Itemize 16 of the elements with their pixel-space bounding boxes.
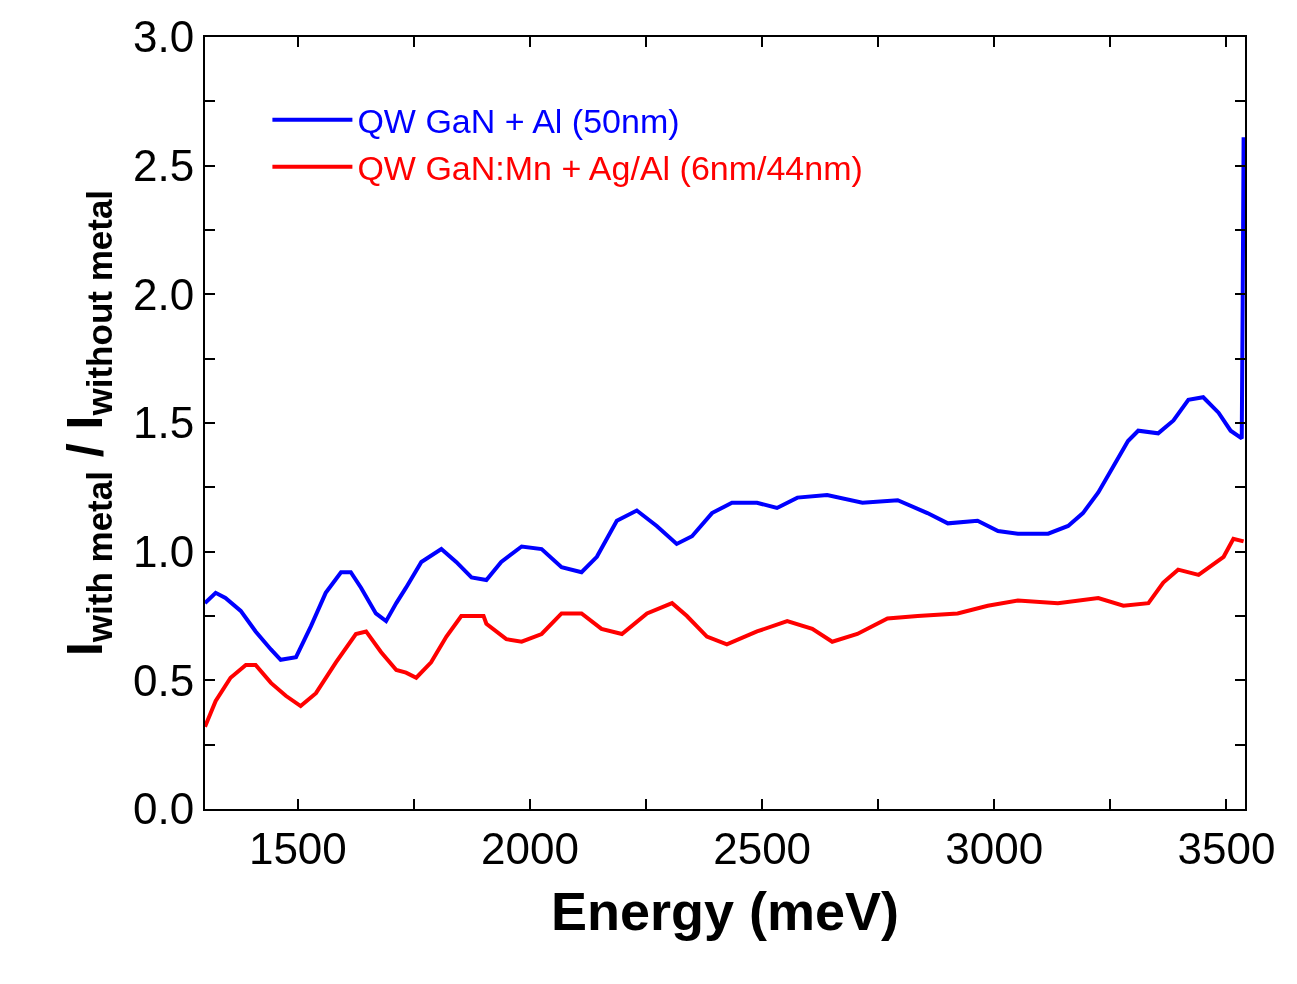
y-tick-label: 2.0 xyxy=(133,269,195,319)
line-series xyxy=(205,536,1245,729)
y-tick-label: 2.5 xyxy=(133,141,195,191)
x-tick-label: 1500 xyxy=(248,823,347,873)
x-tick-label: 2000 xyxy=(481,823,579,873)
x-tick-label: 2500 xyxy=(713,823,812,873)
x-tick-label: 3500 xyxy=(1177,823,1276,873)
x-tick-label: 3000 xyxy=(945,823,1044,873)
y-tick-label: 3.0 xyxy=(133,12,195,62)
x-axis-title: Energy (meV) xyxy=(550,880,900,941)
y-tick-label: 0.5 xyxy=(133,655,195,705)
y-tick-label: 1.0 xyxy=(133,527,195,577)
y-tick-label: 0.0 xyxy=(133,784,195,834)
y-tick-label: 1.5 xyxy=(133,398,195,448)
legend-label: QW GaN + Al (50nm) xyxy=(357,101,680,140)
legend-label: QW GaN:Mn + Ag/Al (6nm/44nm) xyxy=(357,149,863,188)
